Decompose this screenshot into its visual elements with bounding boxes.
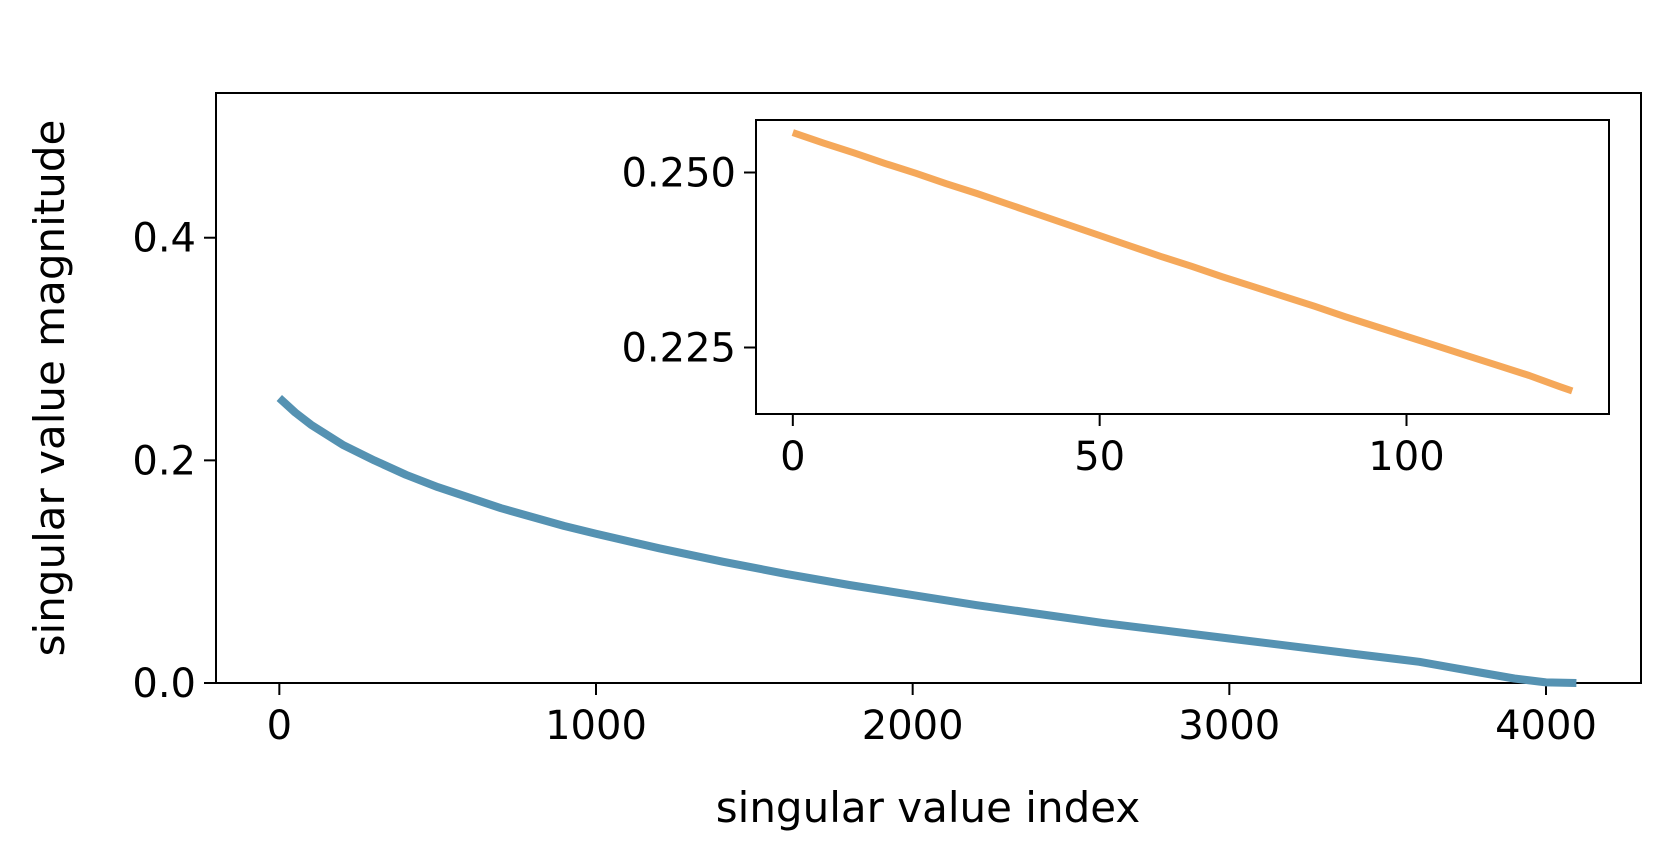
main-y-tick-label: 0.0: [132, 661, 196, 707]
main-x-tick-label: 3000: [1178, 703, 1280, 749]
main-x-tick-label: 4000: [1495, 703, 1597, 749]
main-x-tick-label: 0: [267, 703, 292, 749]
inset-x-tick-label: 0: [780, 434, 805, 480]
y-axis-label: singular value magnitude: [25, 120, 74, 657]
inset-series-line: [791, 129, 1574, 395]
inset-ticks: 0 50 100 0.225 0.250: [621, 151, 1444, 481]
main-y-tick-label: 0.2: [132, 438, 196, 484]
inset-x-tick-label: 100: [1368, 434, 1444, 480]
main-series-line: [276, 395, 1577, 687]
inset-series: [791, 129, 1574, 395]
main-x-tick-label: 2000: [862, 703, 964, 749]
main-plot-frame: [215, 92, 1642, 684]
inset-plot-frame: [755, 119, 1610, 415]
inset-y-tick-label: 0.250: [621, 151, 736, 197]
main-x-tick-label: 1000: [545, 703, 647, 749]
inset-x-tick-label: 50: [1074, 434, 1125, 480]
main-series: [276, 395, 1577, 687]
inset-y-tick-label: 0.225: [621, 326, 736, 372]
main-y-tick-label: 0.4: [132, 216, 196, 262]
x-axis-label: singular value index: [716, 783, 1140, 832]
